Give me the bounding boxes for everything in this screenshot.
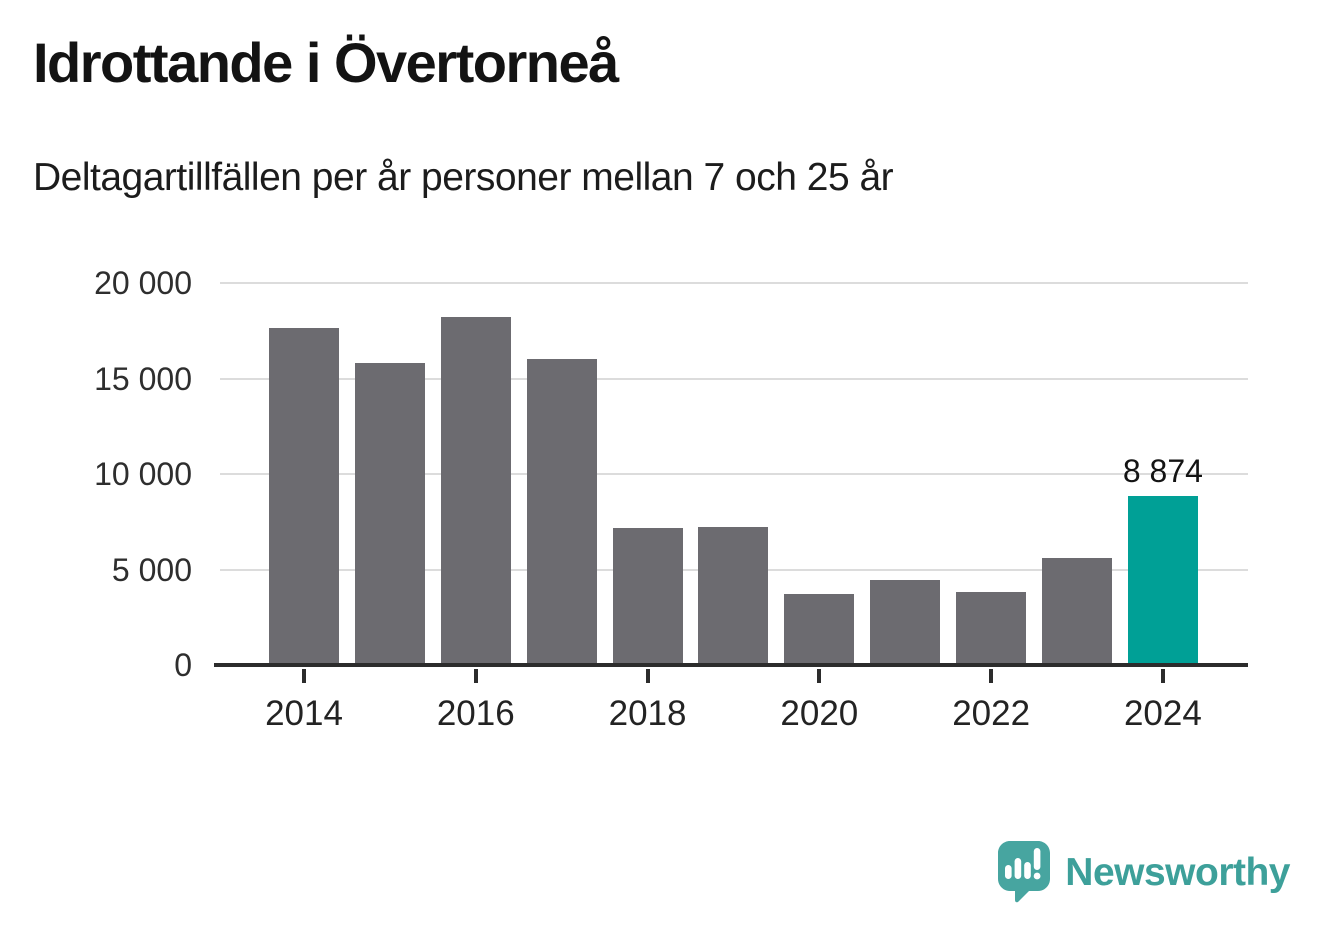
bar-2016: 2016 xyxy=(437,317,515,732)
y-axis-tick-label: 10 000 xyxy=(94,456,192,492)
bar-2019 xyxy=(698,527,769,665)
newsworthy-wordmark: Newsworthy xyxy=(1065,850,1290,894)
bar-2021 xyxy=(870,580,941,665)
y-axis-tick-label: 0 xyxy=(174,647,192,683)
x-axis-tick xyxy=(302,669,306,683)
gridline-20000 xyxy=(220,282,1248,284)
y-axis-tick-label: 5 000 xyxy=(111,551,192,588)
chart-subtitle: Deltagartillfällen per år personer mella… xyxy=(33,156,894,199)
x-axis-tick xyxy=(473,669,478,683)
chart-title: Idrottande i Övertorneå xyxy=(33,31,619,94)
bar-chart: 2014 2016 2018 2020 2022 2024 8 874 0 5 000 10 0… xyxy=(94,267,1248,732)
bars-row: 2014 2016 2018 2020 2022 2024 8 874 xyxy=(220,283,1248,732)
bar-2014: 2014 xyxy=(265,327,343,732)
x-axis-tick-label: 2024 xyxy=(1123,693,1202,733)
x-axis-tick-label: 2016 xyxy=(436,693,515,733)
bar-2015 xyxy=(354,363,425,665)
bar-2024: 2024 8 874 xyxy=(1123,455,1203,732)
newsworthy-logo: Newsworthy xyxy=(998,841,1290,903)
x-axis-tick xyxy=(989,669,994,683)
x-axis-tick-label: 2014 xyxy=(265,693,343,733)
bar-2017 xyxy=(526,359,597,665)
gridline-10000 xyxy=(220,473,1248,475)
newsworthy-speech-bubble-chart-icon xyxy=(998,841,1051,903)
bar-2020: 2020 xyxy=(780,594,858,732)
x-axis-tick xyxy=(817,669,822,683)
y-axis-tick-label: 15 000 xyxy=(94,360,192,397)
gridline-15000 xyxy=(220,377,1248,380)
x-axis-tick-label: 2018 xyxy=(608,693,687,733)
y-axis-tick-label: 20 000 xyxy=(94,265,192,301)
x-axis-tick-label: 2020 xyxy=(780,693,859,733)
x-axis-tick-label: 2022 xyxy=(952,693,1031,733)
x-axis-tick xyxy=(645,669,650,683)
bar-2023 xyxy=(1042,558,1113,665)
bar-2018: 2018 xyxy=(609,528,687,732)
bar-2022: 2022 xyxy=(952,592,1030,732)
x-axis-line xyxy=(214,663,1248,667)
x-axis-tick xyxy=(1160,669,1165,683)
highlighted-value-label: 8 874 xyxy=(1122,452,1203,489)
